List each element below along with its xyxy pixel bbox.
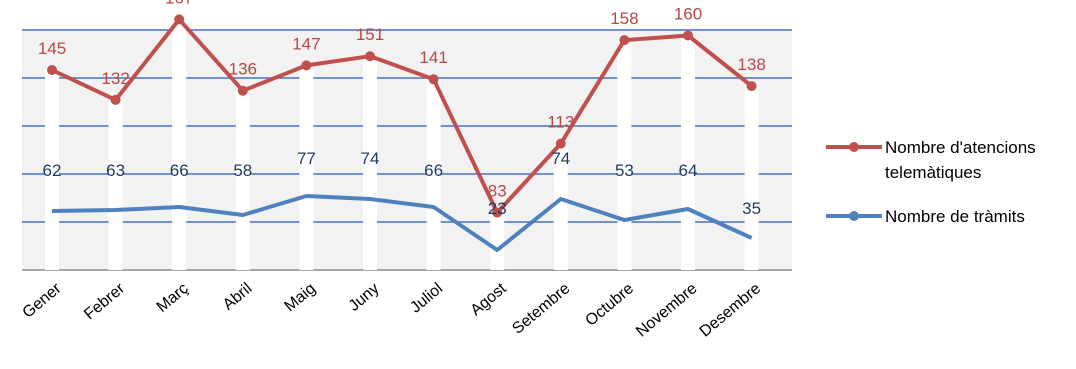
- data-point: [47, 65, 57, 75]
- data-point: [746, 81, 757, 92]
- data-label: 151: [356, 25, 384, 44]
- data-label: 66: [170, 161, 189, 180]
- x-tick-label: Juny: [346, 280, 383, 315]
- data-point: [365, 51, 375, 62]
- legend-label-atencions: Nombre d'atencions telemàtiques: [885, 138, 1036, 182]
- data-label: 53: [615, 161, 634, 180]
- data-label: 147: [292, 34, 320, 53]
- x-tick-label: Abril: [220, 280, 255, 314]
- data-point: [492, 207, 503, 218]
- x-tick-label: Setembre: [509, 280, 573, 338]
- data-label: 74: [551, 149, 570, 168]
- series-line-tramits: [51, 194, 753, 252]
- data-label: 62: [43, 161, 62, 180]
- drop-line: [108, 99, 123, 271]
- data-point: [428, 74, 439, 85]
- drop-line: [172, 19, 187, 271]
- data-label: 160: [674, 5, 702, 24]
- data-label: 113: [547, 113, 574, 132]
- data-point: [301, 60, 312, 71]
- data-labels: 145 132 167 136 147 151 141 83 113 158 160 138 62 63 6…: [38, 0, 766, 218]
- data-label: 138: [737, 55, 765, 74]
- data-label: 64: [679, 161, 698, 180]
- x-tick-label: Març: [154, 280, 192, 316]
- legend-marker-tramits: [849, 211, 859, 221]
- data-label: 63: [106, 161, 125, 180]
- drop-line: [235, 90, 250, 270]
- x-tick-label: Desembre: [697, 280, 765, 341]
- data-label: 58: [233, 161, 252, 180]
- drop-line: [299, 65, 314, 271]
- series-line-atencions: [51, 17, 753, 215]
- data-label: 141: [419, 48, 447, 67]
- x-tick-label: Juliol: [407, 280, 446, 316]
- drop-line: [744, 86, 759, 270]
- gridlines: [22, 29, 792, 271]
- data-point: [683, 30, 693, 41]
- data-point: [619, 35, 630, 46]
- data-point: [110, 94, 121, 105]
- drop-line: [490, 212, 505, 270]
- data-label: 132: [101, 69, 129, 88]
- data-label: 77: [297, 149, 316, 168]
- data-point: [174, 14, 185, 25]
- data-label: 145: [38, 39, 66, 58]
- drop-line: [553, 143, 568, 270]
- x-axis-ticks: Gener Febrer Març Abril Maig Juny Juliol Agost S…: [20, 280, 765, 341]
- data-label: 158: [610, 9, 638, 28]
- drop-line: [426, 79, 441, 270]
- data-label: 66: [424, 161, 443, 180]
- legend-marker-atencions: [849, 142, 859, 152]
- x-tick-label: Novembre: [633, 280, 701, 341]
- data-label: 35: [742, 199, 761, 218]
- data-label: 136: [229, 60, 257, 79]
- drop-lines: [45, 19, 759, 271]
- drop-line: [681, 35, 695, 270]
- data-label: 74: [361, 149, 380, 168]
- data-point: [237, 85, 248, 96]
- drop-line: [45, 70, 59, 270]
- series-layer: [47, 14, 757, 252]
- legend-label-tramits: Nombre de tràmits: [885, 207, 1025, 226]
- x-tick-label: Febrer: [81, 280, 129, 324]
- x-tick-label: Gener: [20, 280, 66, 322]
- data-point: [555, 138, 566, 149]
- plot-area: [22, 30, 792, 270]
- drop-line: [363, 56, 377, 271]
- data-label: 23: [488, 199, 507, 218]
- x-tick-label: Maig: [281, 280, 318, 315]
- legend: Nombre d'atencions telemàtiques Nombre de …: [826, 138, 1036, 226]
- x-tick-label: Octubre: [582, 280, 637, 330]
- drop-line: [617, 40, 632, 270]
- data-label: 83: [488, 182, 507, 201]
- data-label: 167: [165, 0, 193, 7]
- x-tick-label: Agost: [467, 280, 510, 320]
